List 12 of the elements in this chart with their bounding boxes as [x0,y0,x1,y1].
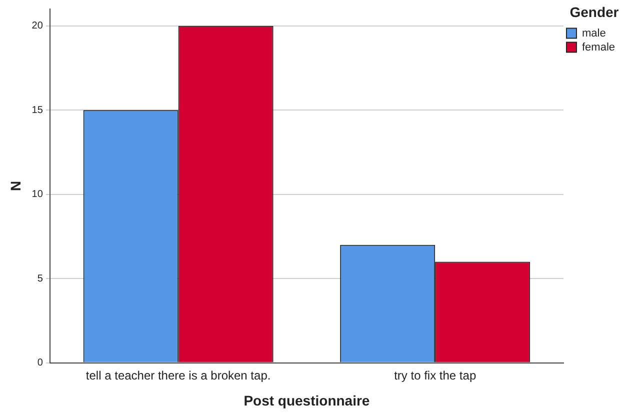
legend-title: Gender [570,4,620,20]
y-tick-label: 5 [37,273,44,284]
y-axis-title: N [7,180,24,191]
y-tick-label: 20 [32,20,44,32]
y-tick-label: 10 [32,189,44,200]
x-tick-label: tell a teacher there is a broken tap. [86,368,271,382]
legend-label: female [582,41,616,54]
y-tick-label: 0 [37,358,44,369]
y-tick-label: 15 [32,104,44,116]
x-axis-title: Post questionnaire [244,392,370,408]
x-tick-label: try to fix the tap [394,368,476,382]
legend-label: male [582,27,606,40]
